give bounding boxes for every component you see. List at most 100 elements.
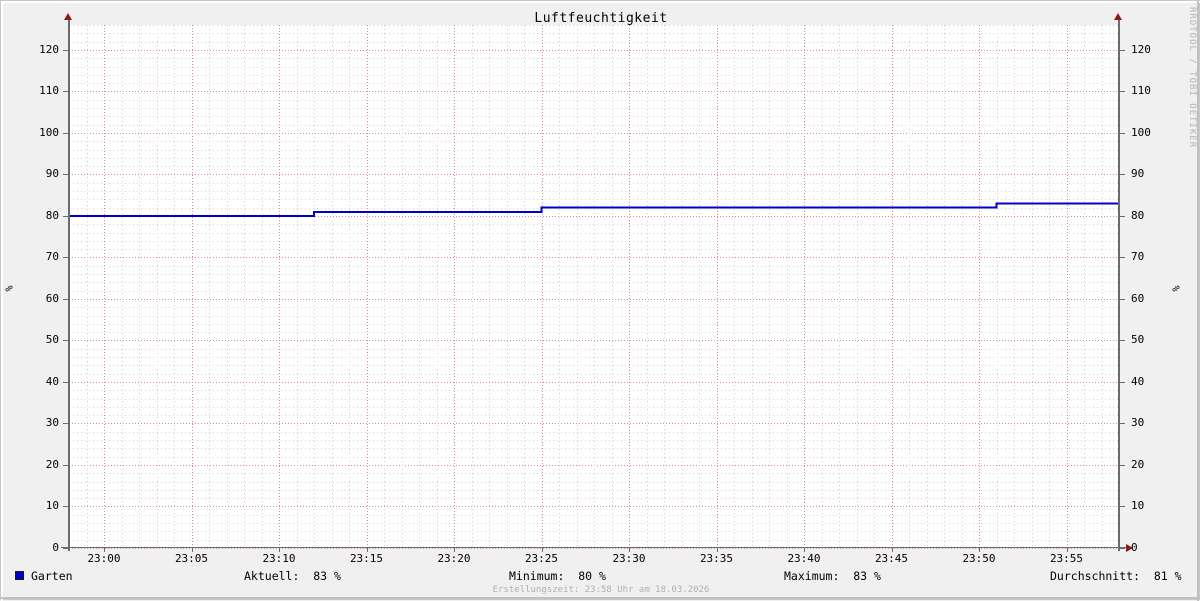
x-axis-tick-label: 23:55 [1049, 552, 1084, 565]
grid-line-minor-vertical [524, 25, 525, 548]
y-axis-tick-mark [63, 50, 68, 51]
grid-line-major-vertical [104, 25, 105, 548]
y-axis-tick-mark [63, 299, 68, 300]
y-axis-tick-mark [63, 174, 68, 175]
grid-line-major-vertical [1067, 25, 1068, 548]
series-line-garten [69, 202, 1119, 217]
y-axis-tick-label-left: 70 [45, 250, 59, 264]
grid-line-minor-vertical [384, 25, 385, 548]
grid-line-minor-vertical [857, 25, 858, 548]
grid-line-major-vertical [804, 25, 805, 548]
grid-line-minor-vertical [559, 25, 560, 548]
y-axis-tick-label-left: 0 [52, 541, 59, 554]
grid-line-minor-vertical [139, 25, 140, 548]
y-axis-tick-label-right: 0 [1131, 541, 1138, 554]
y-axis-tick-mark [1120, 50, 1125, 51]
grid-line-minor-vertical [87, 25, 88, 548]
y-axis-tick-label-right: 100 [1131, 125, 1151, 139]
y-axis-tick-label-left: 90 [45, 167, 59, 181]
grid-line-minor-vertical [874, 25, 875, 548]
y-axis-tick-mark [1120, 299, 1125, 300]
y-axis-tick-mark [63, 382, 68, 383]
grid-line-major-vertical [979, 25, 980, 548]
grid-line-minor-vertical [349, 25, 350, 548]
legend: Garten Aktuell: 83 % Minimum: 80 % Maxim… [1, 567, 1200, 585]
x-axis-tick-label: 23:45 [874, 552, 909, 565]
grid-line-minor-vertical [297, 25, 298, 548]
grid-line-minor-vertical [489, 25, 490, 548]
y-axis-tick-mark [63, 216, 68, 217]
grid-line-major-vertical [454, 25, 455, 548]
y-axis-tick-mark [1120, 133, 1125, 134]
grid-line-minor-vertical [402, 25, 403, 548]
y-axis-tick-mark [1120, 340, 1125, 341]
legend-average-value: Durchschnitt: 81 % [1050, 569, 1182, 583]
y-axis-tick-label-left: 80 [45, 208, 59, 222]
y-axis-tick-label-right: 120 [1131, 42, 1151, 56]
y-axis-tick-label-right: 110 [1131, 84, 1151, 98]
legend-current-value: Aktuell: 83 % [244, 569, 341, 583]
y-axis-tick-label-right: 20 [1131, 457, 1145, 471]
y-axis-tick-label-left: 50 [45, 333, 59, 347]
bevel-bottom [1, 597, 1200, 599]
grid-line-minor-vertical [157, 25, 158, 548]
y-axis-tick-label-left: 20 [45, 457, 59, 471]
y-axis-tick-label-left: 10 [45, 499, 59, 513]
grid-line-minor-vertical [437, 25, 438, 548]
x-axis-tick-mark [804, 548, 805, 552]
legend-maximum-value: Maximum: 83 % [784, 569, 881, 583]
x-axis-tick-mark [892, 548, 893, 552]
y-axis-tick-label-left: 120 [39, 42, 59, 56]
grid-line-major-vertical [629, 25, 630, 548]
grid-line-minor-vertical [769, 25, 770, 548]
grid-line-minor-vertical [1084, 25, 1085, 548]
grid-line-minor-vertical [332, 25, 333, 548]
x-axis-tick-mark [367, 548, 368, 552]
y-axis-tick-mark [1120, 257, 1125, 258]
legend-series-name: Garten [31, 569, 73, 583]
y-axis-tick-mark [1120, 216, 1125, 217]
grid-line-minor-vertical [944, 25, 945, 548]
y-axis-tick-label-right: 90 [1131, 167, 1145, 181]
grid-line-minor-vertical [1049, 25, 1050, 548]
grid-line-minor-vertical [822, 25, 823, 548]
y-axis-tick-mark [1120, 382, 1125, 383]
y-axis-tick-label-right: 30 [1131, 416, 1145, 430]
y-axis-tick-label-right: 80 [1131, 208, 1145, 222]
grid-line-minor-vertical [314, 25, 315, 548]
x-axis-tick-mark [454, 548, 455, 552]
x-axis-tick-mark [1067, 548, 1068, 552]
y-axis-left [68, 19, 70, 551]
y-axis-tick-mark [63, 257, 68, 258]
grid-line-major-vertical [717, 25, 718, 548]
legend-minimum-value: Minimum: 80 % [509, 569, 606, 583]
y-axis-tick-label-left: 60 [45, 291, 59, 305]
y-axis-tick-label-left: 100 [39, 125, 59, 139]
bevel-left [1, 1, 3, 601]
x-axis-tick-mark [629, 548, 630, 552]
grid-line-minor-vertical [174, 25, 175, 548]
x-axis-tick-label: 23:50 [962, 552, 996, 565]
y-axis-tick-label-right: 60 [1131, 291, 1145, 305]
grid-line-minor-vertical [787, 25, 788, 548]
x-axis-tick-mark [192, 548, 193, 552]
grid-line-minor-vertical [839, 25, 840, 548]
y-axis-tick-mark [1120, 465, 1125, 466]
x-axis-tick-label: 23:10 [262, 552, 296, 565]
x-axis-tick-label: 23:35 [699, 552, 734, 565]
y-axis-tick-label-left: 110 [39, 84, 59, 98]
grid-line-minor-vertical [909, 25, 910, 548]
grid-line-minor-vertical [209, 25, 210, 548]
x-axis-tick-mark [104, 548, 105, 552]
x-axis-arrow-icon [1126, 544, 1133, 552]
grid-line-major-vertical [279, 25, 280, 548]
y-axis-tick-mark [1120, 91, 1125, 92]
grid-line-minor-vertical [664, 25, 665, 548]
grid-line-minor-vertical [734, 25, 735, 548]
grid-line-minor-vertical [699, 25, 700, 548]
creation-timestamp: Erstellungszeit: 23:58 Uhr am 18.03.2026 [492, 585, 710, 595]
grid-line-major-vertical [892, 25, 893, 548]
y-axis-right-arrow-icon [1114, 13, 1122, 20]
y-axis-tick-label-right: 50 [1131, 333, 1145, 347]
